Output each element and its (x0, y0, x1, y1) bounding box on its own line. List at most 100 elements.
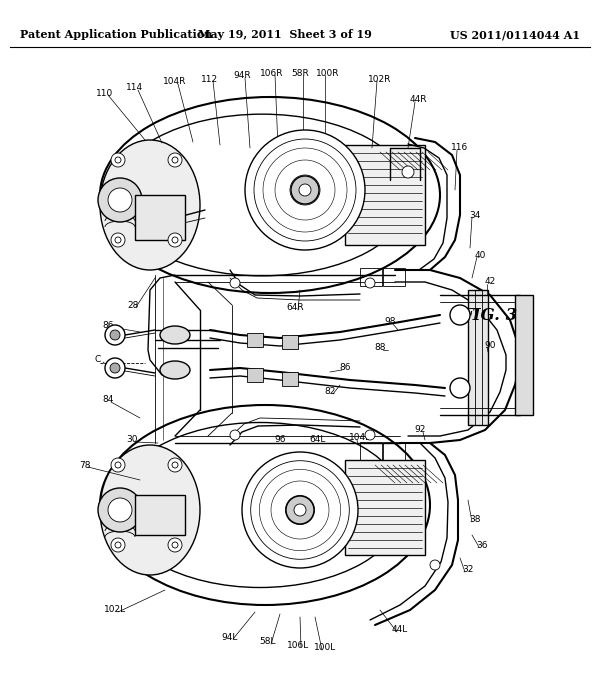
Circle shape (168, 153, 182, 167)
Ellipse shape (100, 140, 200, 270)
Text: 98: 98 (384, 318, 396, 327)
Text: 94R: 94R (233, 71, 251, 80)
Circle shape (108, 498, 132, 522)
Bar (345, 145, 425, 245)
Ellipse shape (160, 361, 190, 379)
Circle shape (290, 175, 320, 205)
Circle shape (105, 358, 125, 378)
Bar (135, 495, 185, 535)
Text: 82: 82 (325, 387, 335, 396)
Circle shape (365, 430, 375, 440)
Circle shape (172, 237, 178, 243)
Circle shape (230, 430, 240, 440)
Text: 110: 110 (97, 89, 113, 98)
Circle shape (111, 458, 125, 472)
Text: Patent Application Publication: Patent Application Publication (20, 29, 212, 40)
Bar (247, 368, 263, 382)
Text: 96: 96 (274, 436, 286, 445)
Text: 42: 42 (484, 278, 496, 286)
Text: 64L: 64L (310, 436, 326, 445)
Circle shape (291, 176, 319, 204)
Text: 92: 92 (415, 426, 425, 434)
Text: C: C (95, 355, 104, 364)
Text: 88: 88 (374, 343, 386, 352)
Circle shape (168, 538, 182, 552)
Circle shape (105, 325, 125, 345)
Bar (247, 333, 263, 347)
Text: 40: 40 (475, 251, 485, 260)
Circle shape (115, 237, 121, 243)
Text: 86: 86 (102, 320, 114, 329)
Ellipse shape (100, 97, 440, 293)
Text: 90: 90 (484, 341, 496, 350)
Circle shape (111, 153, 125, 167)
Ellipse shape (100, 445, 200, 575)
Text: 104L: 104L (349, 433, 371, 443)
Circle shape (294, 504, 306, 516)
Circle shape (111, 233, 125, 247)
Circle shape (251, 461, 349, 559)
Circle shape (110, 330, 120, 340)
Circle shape (242, 452, 358, 568)
Ellipse shape (430, 560, 440, 570)
Text: 94L: 94L (222, 632, 238, 641)
Text: 84: 84 (103, 396, 113, 405)
Circle shape (110, 363, 120, 373)
Circle shape (245, 130, 365, 250)
Circle shape (172, 157, 178, 163)
Text: 116: 116 (451, 144, 469, 152)
Text: 100R: 100R (316, 68, 340, 77)
Bar (360, 268, 382, 286)
Bar (383, 442, 405, 460)
Circle shape (115, 157, 121, 163)
Ellipse shape (160, 326, 190, 344)
Text: 64R: 64R (286, 304, 304, 313)
Circle shape (299, 184, 311, 196)
Circle shape (115, 542, 121, 548)
Circle shape (230, 278, 240, 288)
Ellipse shape (402, 166, 414, 178)
Text: 36: 36 (476, 540, 488, 549)
Text: May 19, 2011  Sheet 3 of 19: May 19, 2011 Sheet 3 of 19 (198, 29, 372, 40)
Circle shape (450, 378, 470, 398)
Circle shape (111, 538, 125, 552)
Bar (383, 268, 405, 286)
Circle shape (172, 462, 178, 468)
Circle shape (254, 139, 356, 241)
Circle shape (98, 488, 142, 532)
Bar (345, 460, 425, 555)
Text: 32: 32 (463, 565, 473, 574)
Circle shape (168, 233, 182, 247)
Text: 28: 28 (127, 301, 139, 309)
Bar (468, 290, 488, 425)
Text: 114: 114 (127, 84, 143, 93)
Circle shape (168, 458, 182, 472)
Bar (282, 335, 298, 349)
Circle shape (172, 542, 178, 548)
Text: 100L: 100L (314, 644, 336, 653)
Text: US 2011/0114044 A1: US 2011/0114044 A1 (450, 29, 580, 40)
Circle shape (286, 496, 314, 524)
Text: 30: 30 (126, 436, 138, 445)
Circle shape (286, 496, 314, 524)
Circle shape (98, 178, 142, 222)
Text: 106L: 106L (287, 641, 309, 650)
Circle shape (450, 305, 470, 325)
Text: 44R: 44R (409, 96, 427, 105)
Bar (515, 295, 533, 415)
Circle shape (115, 462, 121, 468)
Text: 104R: 104R (163, 77, 187, 87)
Text: FIG. 3: FIG. 3 (462, 306, 518, 323)
Bar (360, 442, 382, 460)
Text: 112: 112 (202, 75, 218, 84)
Text: 38: 38 (469, 516, 481, 524)
Circle shape (365, 278, 375, 288)
Text: 78: 78 (79, 461, 91, 470)
Bar (135, 195, 185, 240)
Text: 102L: 102L (104, 605, 126, 614)
Bar (282, 372, 298, 386)
Text: 102R: 102R (368, 75, 392, 84)
Text: 44L: 44L (392, 625, 408, 634)
Circle shape (108, 188, 132, 212)
Text: 58R: 58R (291, 68, 309, 77)
